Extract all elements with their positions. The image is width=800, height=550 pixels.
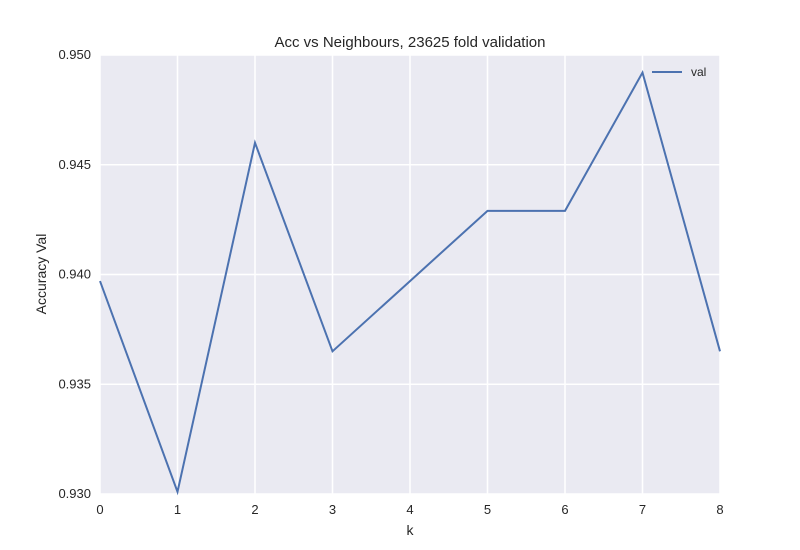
x-axis-label: k (407, 522, 415, 538)
x-tick-label: 5 (484, 502, 491, 517)
legend-label: val (691, 65, 706, 79)
series-group (99, 69, 721, 496)
y-tick-label: 0.935 (58, 376, 91, 391)
y-tick-label: 0.945 (58, 157, 91, 172)
x-tick-label: 0 (96, 502, 103, 517)
x-tick-label: 4 (406, 502, 413, 517)
x-tick-label: 7 (639, 502, 646, 517)
x-tick-label: 1 (174, 502, 181, 517)
x-tick-label: 2 (251, 502, 258, 517)
y-tick-label: 0.950 (58, 47, 91, 62)
x-tick-label: 3 (329, 502, 336, 517)
y-tick-label: 0.940 (58, 267, 91, 282)
x-axis-ticks: 0 1 2 3 4 5 6 7 8 (96, 502, 723, 517)
y-axis-label: Accuracy Val (33, 234, 49, 315)
y-tick-label: 0.930 (58, 486, 91, 501)
grid-lines (99, 54, 721, 495)
chart-title: Acc vs Neighbours, 23625 fold validation (275, 34, 546, 51)
x-tick-label: 6 (561, 502, 568, 517)
x-tick-label: 8 (716, 502, 723, 517)
legend: val (652, 65, 706, 79)
y-axis-ticks: 0.930 0.935 0.940 0.945 0.950 (58, 47, 91, 501)
